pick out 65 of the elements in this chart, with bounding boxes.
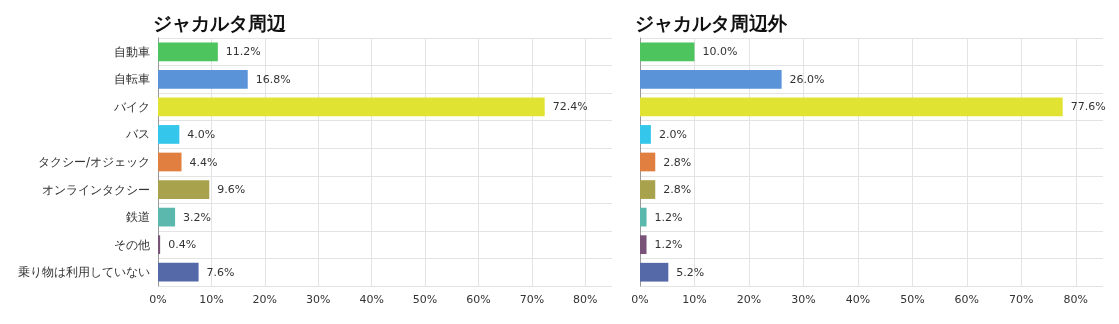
x-tick-label: 50% <box>412 293 438 306</box>
data-label: 0.4% <box>168 238 197 252</box>
y-tick-label: 自転車 <box>114 72 150 87</box>
bar <box>640 97 1063 117</box>
data-label: 72.4% <box>552 100 588 114</box>
bar <box>158 42 218 62</box>
bar <box>158 235 161 255</box>
bar <box>640 152 656 172</box>
bar <box>158 152 182 172</box>
x-tick-label: 10% <box>199 293 224 306</box>
x-tick-label: 70% <box>1009 293 1034 306</box>
bar <box>640 69 782 89</box>
bar <box>640 180 656 199</box>
data-label: 2.0% <box>658 127 687 141</box>
y-tick-label: 鉄道 <box>126 210 150 225</box>
data-label: 9.6% <box>217 183 246 197</box>
y-tick-label: その他 <box>114 237 150 252</box>
bar <box>640 235 647 255</box>
data-label: 16.8% <box>255 72 291 86</box>
data-label: 2.8% <box>663 183 692 197</box>
bar <box>640 207 647 227</box>
data-label: 4.0% <box>187 127 216 141</box>
chart-title: ジャカルタ周辺外 <box>635 11 788 34</box>
chart-title: ジャカルタ周辺 <box>153 11 287 34</box>
bar <box>158 180 210 199</box>
data-label: 77.6% <box>1070 100 1106 114</box>
bar <box>158 69 248 89</box>
x-tick-label: 40% <box>845 293 871 306</box>
bar <box>640 125 651 144</box>
data-label: 1.2% <box>654 210 683 224</box>
data-label: 7.6% <box>206 265 235 279</box>
data-label: 2.8% <box>663 155 692 169</box>
y-tick-label: タクシー/オジェック <box>37 155 150 169</box>
x-tick-label: 60% <box>466 293 491 306</box>
data-label: 1.2% <box>654 238 683 252</box>
data-label: 10.0% <box>702 45 738 59</box>
x-tick-label: 70% <box>519 293 545 306</box>
x-tick-label: 0% <box>149 293 167 306</box>
x-tick-label: 80% <box>573 293 598 306</box>
x-tick-label: 60% <box>954 293 980 306</box>
data-label: 3.2% <box>183 210 212 224</box>
bar <box>158 207 176 227</box>
x-tick-label: 80% <box>1063 293 1088 306</box>
y-tick-label: オンラインタクシー <box>42 182 150 197</box>
x-tick-label: 40% <box>359 293 384 306</box>
x-tick-label: 30% <box>306 293 331 306</box>
x-tick-label: 20% <box>252 293 278 306</box>
y-tick-label: バイク <box>113 99 150 114</box>
x-tick-label: 30% <box>791 293 816 306</box>
x-tick-label: 20% <box>736 293 762 306</box>
bar <box>640 42 695 62</box>
data-label: 26.0% <box>789 72 825 86</box>
bar <box>640 262 669 282</box>
bar <box>158 262 199 282</box>
y-tick-label: 自動車 <box>114 44 150 59</box>
x-tick-label: 0% <box>631 293 649 306</box>
y-tick-label: バス <box>125 127 150 142</box>
bar <box>158 97 545 117</box>
bar <box>158 125 180 144</box>
x-tick-label: 50% <box>900 293 925 306</box>
data-label: 4.4% <box>189 155 218 169</box>
y-tick-label: 乗り物は利用していない <box>18 265 150 280</box>
data-label: 11.2% <box>225 45 261 59</box>
x-tick-label: 10% <box>682 293 707 306</box>
data-label: 5.2% <box>676 265 705 279</box>
